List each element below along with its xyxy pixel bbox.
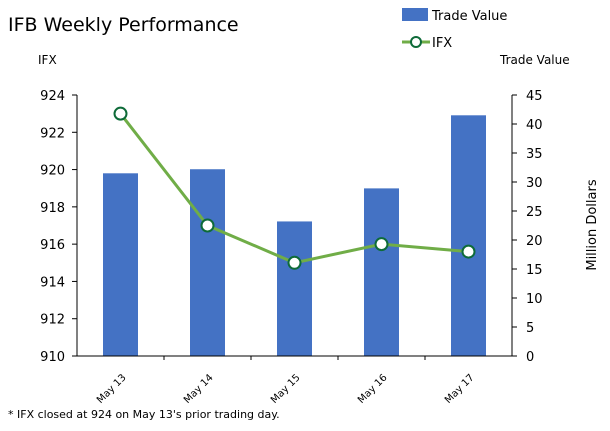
right-tick-label: 45 <box>526 89 543 104</box>
right-tick-label: 40 <box>526 118 543 133</box>
right-tick-label: 5 <box>526 321 534 336</box>
bar-trade-value <box>451 115 486 356</box>
right-tick-label: 15 <box>526 263 543 278</box>
left-tick-label: 922 <box>40 126 65 141</box>
left-tick-label: 912 <box>40 313 65 328</box>
x-tick-label: May 15 <box>269 372 303 406</box>
bar-trade-value <box>277 221 312 356</box>
right-axis-label: Trade Value <box>499 53 570 67</box>
left-tick-label: 914 <box>40 275 65 290</box>
bar-trade-value <box>103 173 138 356</box>
ifx-marker <box>200 218 215 233</box>
ifx-marker <box>287 255 302 270</box>
bar-trade-value <box>364 188 399 356</box>
left-tick-label: 920 <box>40 164 65 179</box>
bar-trade-value <box>190 169 225 356</box>
right-tick-label: 30 <box>526 176 543 191</box>
right-tick-label: 35 <box>526 147 543 162</box>
right-axis-title: Million Dollars <box>585 179 600 270</box>
chart-title: IFB Weekly Performance <box>8 14 239 36</box>
x-tick-label: May 17 <box>443 372 477 406</box>
left-tick-label: 924 <box>40 89 65 104</box>
x-tick-label: May 14 <box>182 372 216 406</box>
right-tick-label: 10 <box>526 292 543 307</box>
legend-bar-swatch <box>402 8 428 21</box>
ifx-marker <box>461 244 476 259</box>
legend-ifx: IFX <box>432 36 452 51</box>
right-tick-label: 25 <box>526 205 543 220</box>
right-tick-label: 0 <box>526 350 534 365</box>
x-tick-label: May 16 <box>356 372 390 406</box>
ifx-marker <box>113 106 128 121</box>
left-tick-label: 916 <box>40 238 65 253</box>
right-tick-label: 20 <box>526 234 543 249</box>
left-tick-label: 918 <box>40 201 65 216</box>
footnote: * IFX closed at 924 on May 13's prior tr… <box>8 408 280 421</box>
left-axis-label: IFX <box>38 53 57 67</box>
legend-trade-value: Trade Value <box>431 9 507 24</box>
left-tick-label: 910 <box>40 350 65 365</box>
ifx-marker <box>374 237 389 252</box>
x-tick-label: May 13 <box>95 372 129 406</box>
legend-marker <box>410 36 422 48</box>
